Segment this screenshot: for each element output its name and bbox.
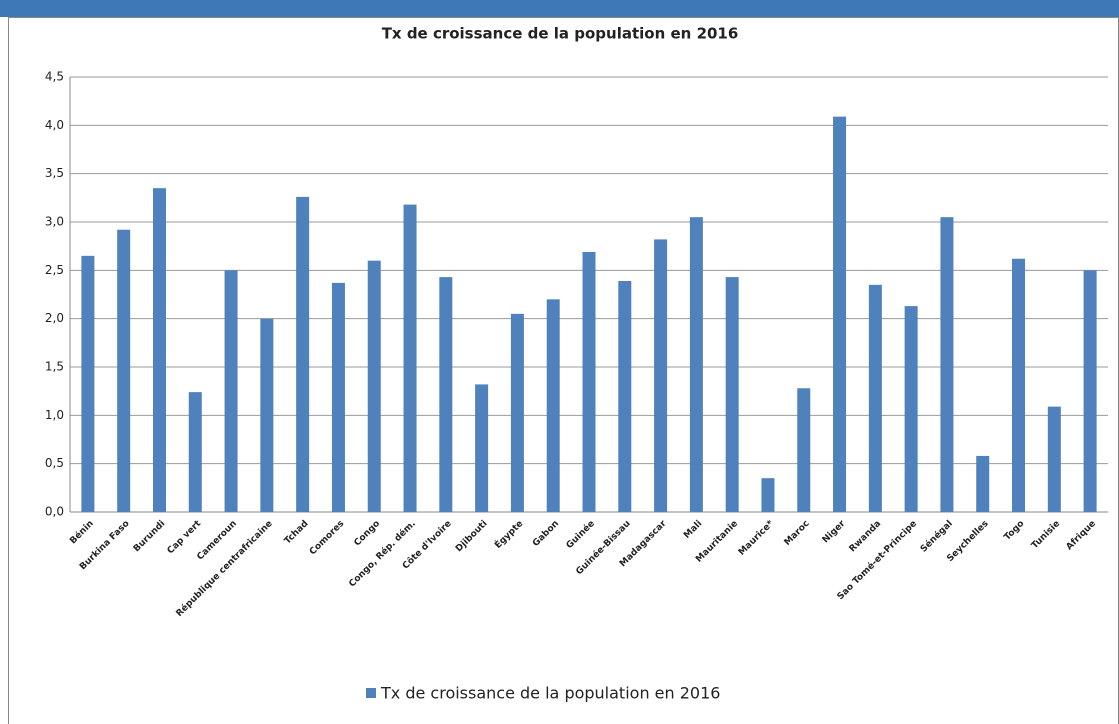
bar	[868, 284, 882, 512]
bar	[940, 217, 954, 512]
bar	[654, 239, 668, 512]
y-tick-label: 3,5	[45, 166, 64, 180]
y-tick-label: 2,0	[45, 311, 64, 325]
bar	[797, 388, 811, 512]
bar	[761, 478, 775, 512]
bar	[976, 455, 990, 512]
bar	[618, 280, 632, 512]
bar	[439, 277, 453, 512]
bar	[833, 116, 847, 512]
chart-frame	[8, 17, 1119, 724]
y-tick-label: 2,5	[45, 263, 64, 277]
y-tick-label: 4,5	[45, 70, 64, 84]
y-tick-label: 1,0	[45, 408, 64, 422]
bar	[582, 251, 596, 512]
bar	[117, 229, 131, 512]
bar	[689, 217, 703, 512]
y-tick-label: 4,0	[45, 118, 64, 132]
bar	[81, 255, 95, 513]
bar	[1012, 258, 1026, 512]
chart-title: Tx de croissance de la population en 201…	[382, 25, 739, 43]
y-tick-label: 1,5	[45, 360, 64, 374]
bar	[296, 196, 310, 512]
bar	[546, 299, 560, 512]
y-tick-label: 0,5	[45, 456, 64, 470]
y-tick-label: 0,0	[45, 505, 64, 519]
bar	[510, 313, 524, 512]
legend-swatch	[366, 688, 376, 698]
bar	[475, 384, 489, 512]
window-bar	[0, 0, 1119, 17]
bar	[1047, 406, 1061, 512]
y-tick-label: 3,0	[45, 215, 64, 229]
bar	[224, 270, 238, 512]
bar	[260, 318, 274, 512]
bar	[367, 260, 381, 512]
bar	[1083, 270, 1097, 512]
bar	[152, 188, 166, 512]
legend-label: Tx de croissance de la population en 201…	[380, 684, 720, 703]
bar	[725, 277, 739, 512]
bar	[904, 306, 918, 512]
bar	[331, 282, 345, 512]
bar	[188, 392, 202, 512]
bar	[403, 204, 417, 512]
